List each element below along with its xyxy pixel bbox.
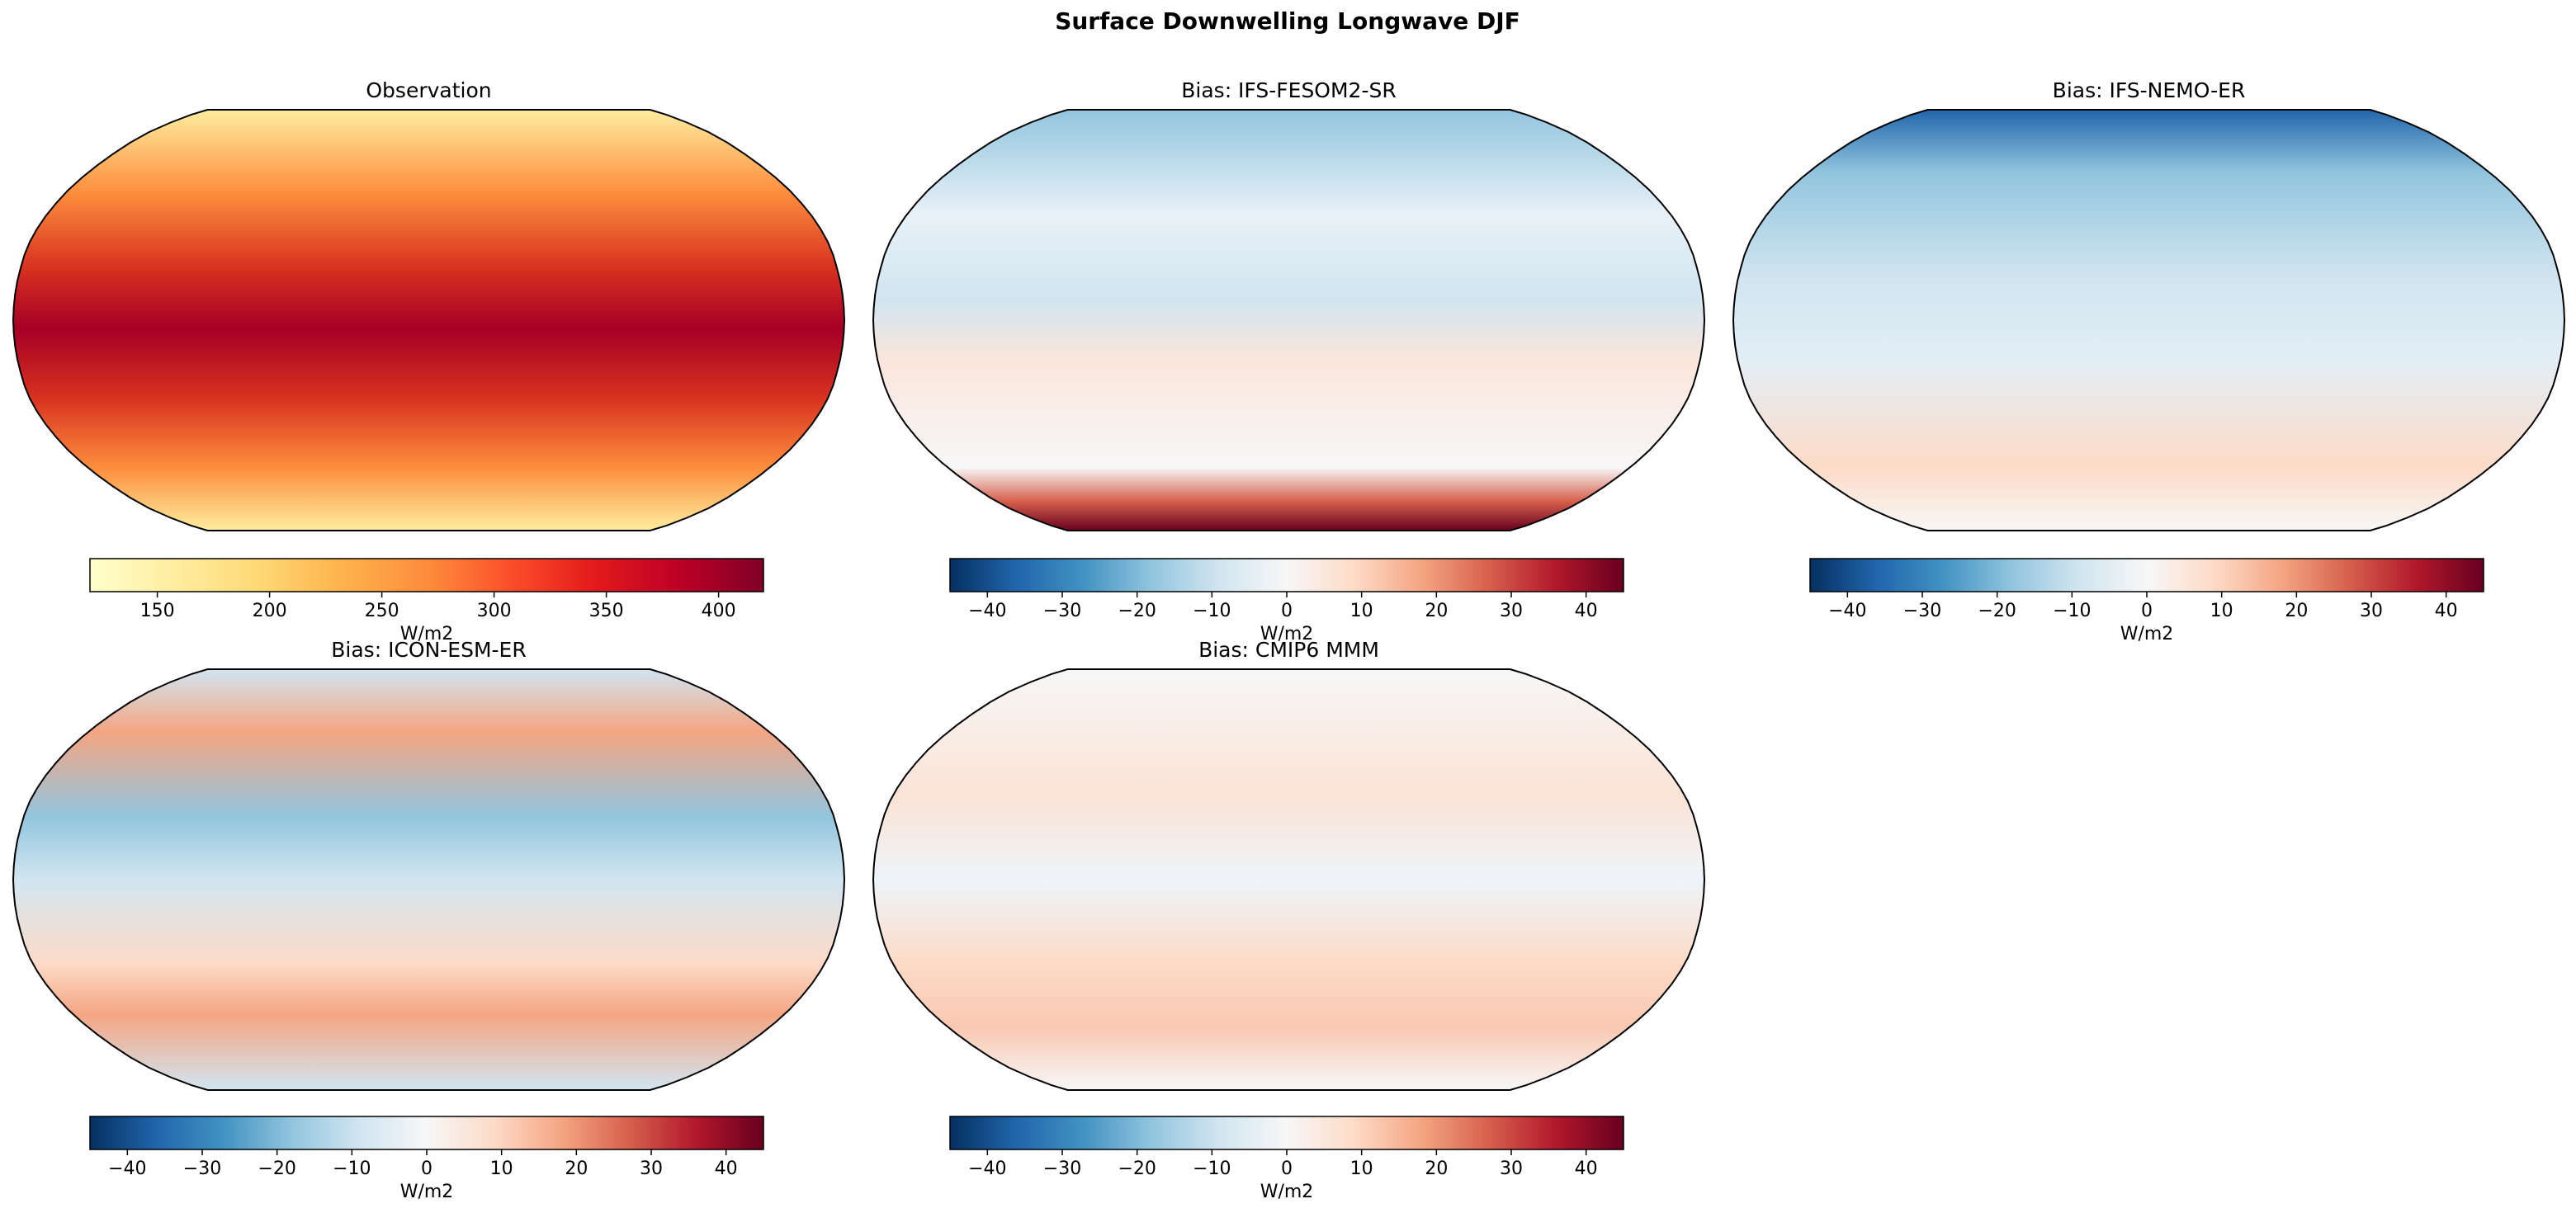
- colorbar-label: W/m2: [1260, 624, 1314, 644]
- colorbar: [949, 558, 1624, 592]
- colorbar-tick-label: 350: [589, 601, 624, 621]
- colorbar-tick-label: −20: [258, 1159, 295, 1179]
- colorbar-tick-label: −10: [1193, 601, 1231, 621]
- map: [872, 668, 1706, 1091]
- figure-title: Surface Downwelling Longwave DJF: [1055, 7, 1520, 35]
- colorbar-tick-label: 0: [2141, 601, 2153, 621]
- colorbar-tick-label: 30: [1500, 601, 1523, 621]
- colorbar-tick-label: 20: [1425, 1159, 1448, 1179]
- colorbar-tick-label: 40: [715, 1159, 738, 1179]
- colorbar: [89, 558, 764, 592]
- colorbar-tick-label: −20: [1118, 601, 1156, 621]
- colorbar-tick-label: 0: [1281, 601, 1293, 621]
- colorbar-tick-label: −30: [1043, 1159, 1081, 1179]
- colorbar-tick-label: −10: [1193, 1159, 1231, 1179]
- colorbar-tick-label: 20: [565, 1159, 588, 1179]
- colorbar-tick-label: 10: [490, 1159, 513, 1179]
- colorbar-tick-label: −10: [2053, 601, 2091, 621]
- colorbar-tick-label: −20: [1978, 601, 2016, 621]
- colorbar-tick-label: −30: [1043, 601, 1081, 621]
- panel-title: Bias: ICON-ESM-ER: [331, 638, 526, 662]
- colorbar-tick-label: 10: [1350, 601, 1373, 621]
- colorbar-label: W/m2: [400, 1182, 454, 1202]
- colorbar-label: W/m2: [400, 624, 454, 644]
- colorbar-tick-label: 0: [421, 1159, 432, 1179]
- panel-title: Observation: [366, 78, 491, 102]
- panel-title: Bias: IFS-NEMO-ER: [2053, 78, 2246, 102]
- colorbar-tick-label: 300: [477, 601, 512, 621]
- colorbar: [1809, 558, 2484, 592]
- colorbar-tick-label: 150: [140, 601, 175, 621]
- map: [12, 668, 846, 1091]
- colorbar-tick-label: −30: [1903, 601, 1941, 621]
- colorbar-tick-label: −30: [183, 1159, 221, 1179]
- colorbar-tick-label: 40: [2435, 601, 2458, 621]
- panel-title: Bias: CMIP6 MMM: [1198, 638, 1379, 662]
- colorbar-tick-label: 20: [2285, 601, 2308, 621]
- map: [12, 109, 846, 531]
- colorbar-tick-label: 10: [2210, 601, 2233, 621]
- colorbar-label: W/m2: [1260, 1182, 1314, 1202]
- colorbar-tick-label: 250: [365, 601, 399, 621]
- colorbar-tick-label: 10: [1350, 1159, 1373, 1179]
- colorbar-tick-label: −40: [968, 1159, 1006, 1179]
- colorbar: [949, 1116, 1624, 1150]
- colorbar-tick-label: 30: [1500, 1159, 1523, 1179]
- colorbar-tick-label: 0: [1281, 1159, 1293, 1179]
- colorbar-tick-label: 400: [702, 601, 736, 621]
- colorbar: [89, 1116, 764, 1150]
- panel-title: Bias: IFS-FESOM2-SR: [1181, 78, 1396, 102]
- colorbar-tick-label: 40: [1575, 601, 1598, 621]
- colorbar-tick-label: 200: [253, 601, 287, 621]
- colorbar-tick-label: −40: [968, 601, 1006, 621]
- colorbar-tick-label: −40: [1828, 601, 1866, 621]
- map: [872, 109, 1706, 531]
- colorbar-tick-label: −20: [1118, 1159, 1156, 1179]
- colorbar-tick-label: 30: [640, 1159, 663, 1179]
- colorbar-label: W/m2: [2120, 624, 2174, 644]
- colorbar-tick-label: 20: [1425, 601, 1448, 621]
- colorbar-tick-label: −10: [333, 1159, 371, 1179]
- map: [1732, 109, 2566, 531]
- colorbar-tick-label: −40: [108, 1159, 146, 1179]
- colorbar-tick-label: 40: [1575, 1159, 1598, 1179]
- colorbar-tick-label: 30: [2360, 601, 2383, 621]
